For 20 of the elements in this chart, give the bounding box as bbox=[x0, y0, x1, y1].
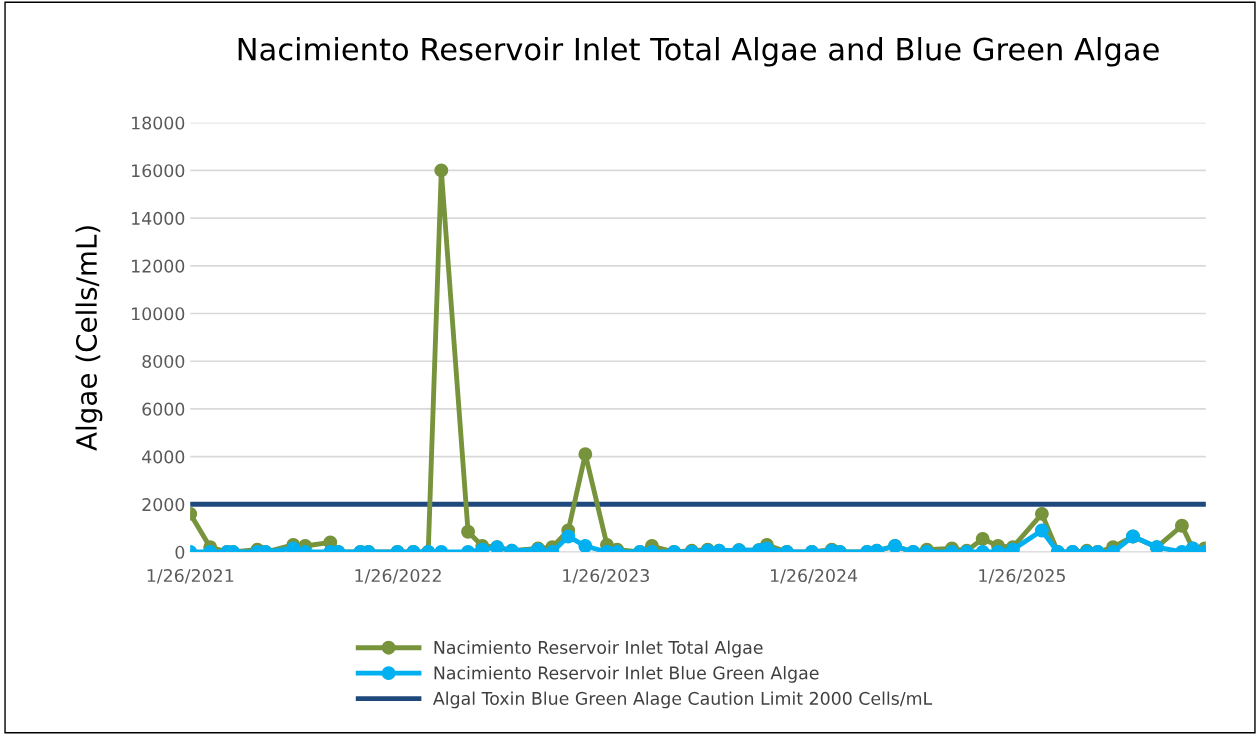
x-tick-label: 1/26/2024 bbox=[771, 568, 858, 584]
x-tick-label: 1/26/2025 bbox=[979, 568, 1065, 584]
legend-label: Nacimiento Reservoir Inlet Total Algae bbox=[434, 640, 763, 658]
y-tick-label: 14000 bbox=[132, 211, 185, 225]
y-tick-label: 16000 bbox=[132, 164, 185, 178]
y-tick-label: 2000 bbox=[142, 498, 185, 512]
legend-label: Nacimiento Reservoir Inlet Blue Green Algae bbox=[434, 666, 819, 683]
y-tick-label: 0 bbox=[175, 545, 185, 559]
y-axis-title: Algae (Cells/mL) bbox=[75, 226, 103, 451]
y-tick-label: 12000 bbox=[132, 259, 185, 273]
legend-label: Algal Toxin Blue Green Alage Caution Limit 2000 Cells/mL bbox=[433, 691, 933, 709]
y-tick-label: 4000 bbox=[142, 450, 185, 464]
chart-title: Nacimiento Reservoir Inlet Total Algae and Blue Green Algae bbox=[238, 37, 1159, 67]
y-tick-label: 18000 bbox=[132, 116, 185, 130]
y-tick-label: 10000 bbox=[132, 307, 185, 321]
y-tick-label: 6000 bbox=[142, 402, 185, 416]
x-tick-label: 1/26/2023 bbox=[563, 568, 649, 584]
x-tick-label: 1/26/2021 bbox=[147, 568, 234, 584]
x-tick-label: 1/26/2022 bbox=[355, 568, 441, 584]
y-tick-label: 8000 bbox=[142, 354, 185, 369]
